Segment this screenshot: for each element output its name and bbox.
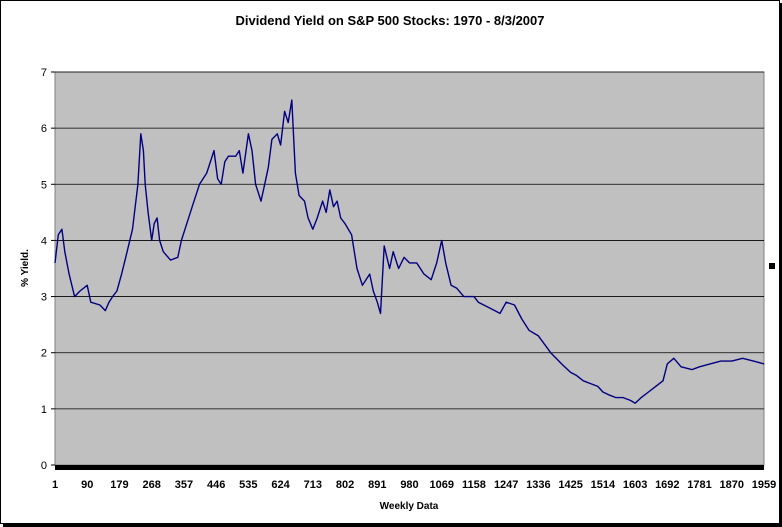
y-tick-label: 3 bbox=[41, 292, 47, 304]
x-tick-label: 446 bbox=[207, 479, 225, 491]
x-tick-label: 713 bbox=[304, 479, 322, 491]
y-tick-label: 4 bbox=[41, 235, 47, 247]
x-tick-label: 1870 bbox=[720, 479, 744, 491]
x-tick-label: 1336 bbox=[526, 479, 550, 491]
x-axis-label: Weekly Data bbox=[380, 501, 439, 512]
x-tick-label: 891 bbox=[368, 479, 386, 491]
x-tick-label: 1247 bbox=[494, 479, 518, 491]
y-tick-label: 1 bbox=[41, 404, 47, 416]
y-tick-label: 5 bbox=[41, 179, 47, 191]
x-tick-label: 1692 bbox=[655, 479, 679, 491]
y-tick-label: 6 bbox=[41, 123, 47, 135]
x-tick-label: 1158 bbox=[462, 479, 486, 491]
x-tick-label: 1 bbox=[52, 479, 58, 491]
plot-area bbox=[54, 71, 765, 466]
x-tick-label: 1781 bbox=[687, 479, 711, 491]
x-tick-label: 1425 bbox=[558, 479, 582, 491]
x-tick-label: 1959 bbox=[752, 479, 776, 491]
x-tick-label: 1514 bbox=[591, 479, 616, 491]
x-axis-bar bbox=[55, 465, 764, 470]
x-tick-label: 624 bbox=[271, 479, 290, 491]
x-tick-label: 1603 bbox=[623, 479, 647, 491]
x-tick-label: 90 bbox=[81, 479, 93, 491]
y-tick-label: 2 bbox=[41, 348, 47, 360]
dividend-yield-line bbox=[54, 99, 765, 404]
x-tick-label: 357 bbox=[175, 479, 193, 491]
x-tick-label: 179 bbox=[110, 479, 128, 491]
chart-title: Dividend Yield on S&P 500 Stocks: 1970 -… bbox=[235, 13, 545, 28]
y-tick-label: 7 bbox=[41, 67, 47, 79]
legend-marker bbox=[769, 263, 775, 269]
x-tick-label: 802 bbox=[336, 479, 354, 491]
y-axis-label: % Yield. bbox=[20, 249, 31, 287]
x-tick-label: 268 bbox=[143, 479, 161, 491]
x-tick-label: 980 bbox=[400, 479, 418, 491]
x-tick-label: 1069 bbox=[429, 479, 453, 491]
x-tick-label: 535 bbox=[239, 479, 257, 491]
y-tick-label: 0 bbox=[41, 460, 47, 472]
